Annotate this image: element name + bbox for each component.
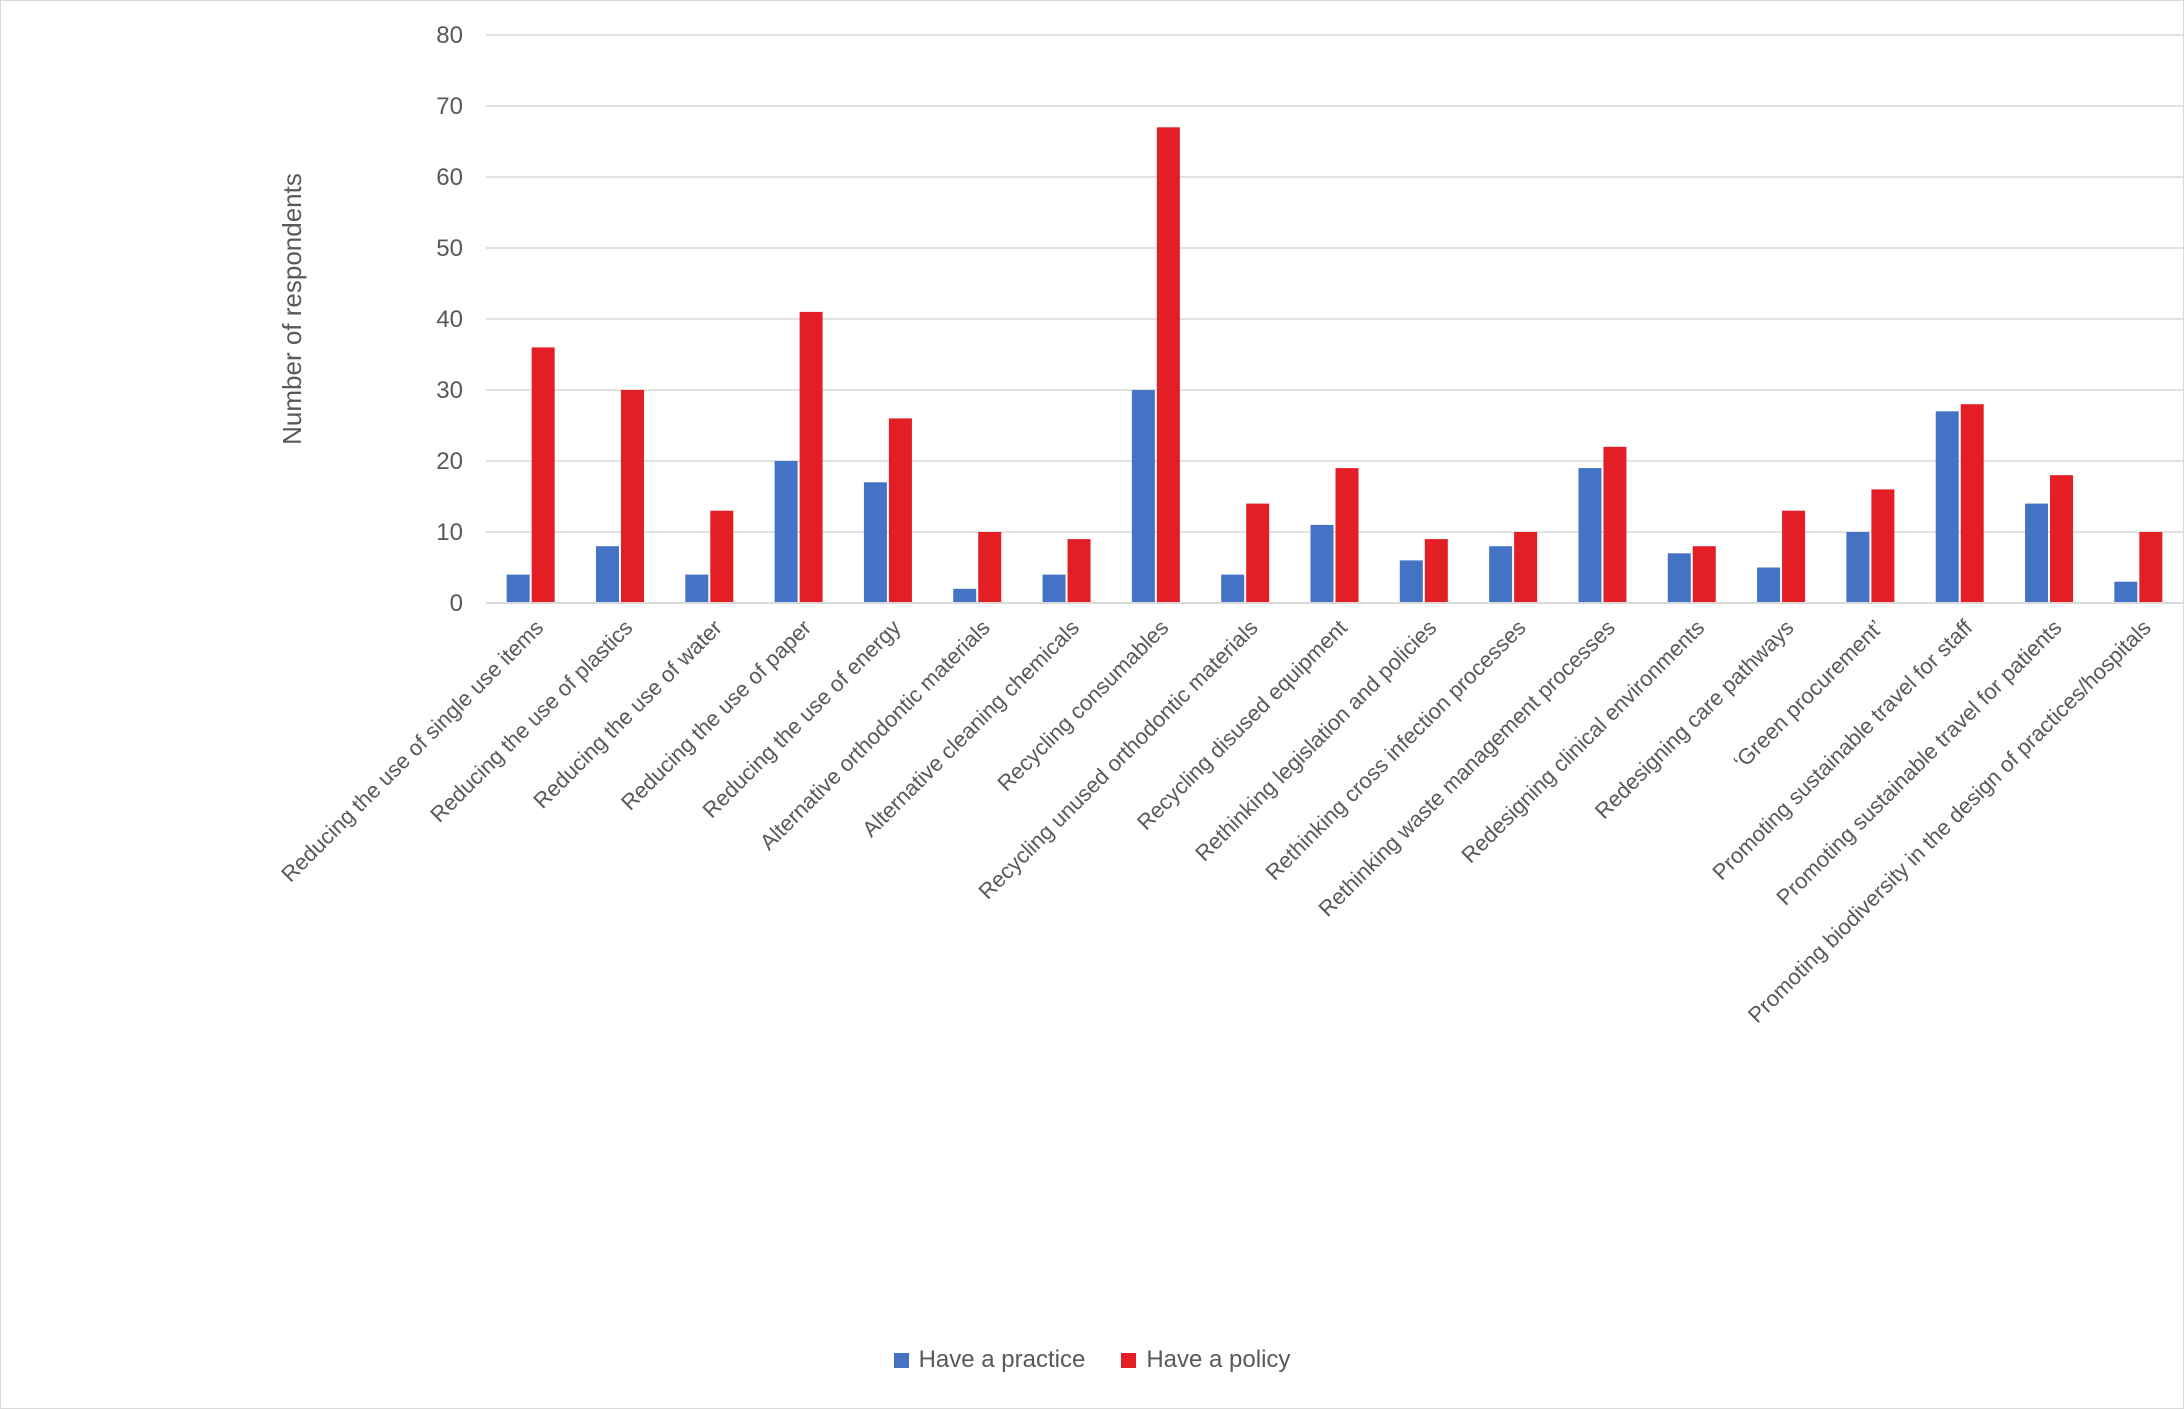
y-tick-label: 80 [436, 22, 463, 49]
bar-policy [978, 532, 1002, 603]
bar-practice [1310, 524, 1334, 603]
bar-practice [863, 482, 887, 603]
bar-policy [2050, 475, 2074, 603]
bar-practice [506, 574, 530, 603]
legend-label: Have a policy [1146, 1346, 1291, 1373]
bar-practice [1578, 468, 1602, 603]
bar-policy [2139, 532, 2163, 603]
bar-policy [1603, 446, 1627, 603]
legend-swatch [893, 1352, 909, 1368]
y-axis-title: Number of respondents [277, 173, 307, 445]
bar-policy [1424, 539, 1448, 603]
x-category-label: Recycling consumables [992, 615, 1173, 796]
bar-practice [1399, 560, 1423, 603]
bar-practice [1221, 574, 1245, 603]
bar-policy [1335, 468, 1359, 603]
y-tick-label: 50 [436, 235, 463, 262]
bar-practice [685, 574, 709, 603]
legend-swatch [1121, 1352, 1137, 1368]
y-tick-label: 0 [450, 590, 463, 617]
bar-policy [1067, 539, 1091, 603]
y-tick-label: 20 [436, 448, 463, 475]
x-axis-category-labels: Reducing the use of single use itemsRedu… [276, 614, 2156, 1027]
y-tick-label: 10 [436, 519, 463, 546]
y-tick-label: 60 [436, 164, 463, 191]
bar-policy [1871, 489, 1895, 603]
x-category-label: Promoting biodiversity in the design of … [1743, 615, 2156, 1028]
x-category-label: ‘Green procurement’ [1728, 615, 1887, 774]
bar-practice [1935, 411, 1959, 603]
bars [506, 127, 2163, 604]
legend: Have a practice Have a policy [0, 1346, 2184, 1374]
x-category-label: Reducing the use of paper [616, 615, 816, 815]
bar-policy [1156, 127, 1180, 604]
x-category-label: Reducing the use of water [528, 615, 726, 813]
bar-practice [1846, 532, 1870, 603]
bar-practice [1131, 390, 1155, 603]
bar-policy [1782, 510, 1806, 603]
y-tick-label: 40 [436, 306, 463, 333]
bar-policy [1246, 503, 1270, 603]
bar-practice [953, 588, 977, 603]
gridlines [486, 34, 2183, 533]
bar-practice [2025, 503, 2049, 603]
bar-practice [1667, 553, 1691, 603]
bar-policy [710, 510, 734, 603]
y-tick-label: 30 [436, 377, 463, 404]
bar-practice [1757, 567, 1781, 603]
y-tick-label: 70 [436, 93, 463, 120]
bar-practice [595, 546, 619, 603]
bar-policy [888, 418, 912, 603]
legend-label: Have a practice [918, 1346, 1086, 1373]
bar-practice [774, 461, 798, 603]
bar-practice [2114, 581, 2138, 603]
bar-policy [531, 347, 555, 603]
bar-policy [1514, 532, 1538, 603]
bar-policy [799, 311, 823, 603]
y-axis-ticks: 0 10 20 30 40 50 60 70 80 [436, 22, 463, 617]
bar-policy [620, 390, 644, 603]
bar-practice [1042, 574, 1066, 603]
legend-item-practice: Have a practice [893, 1346, 1086, 1374]
bar-policy [1692, 546, 1716, 603]
legend-item-policy: Have a policy [1121, 1346, 1290, 1374]
bar-practice [1489, 546, 1513, 603]
bar-policy [1960, 404, 1984, 603]
